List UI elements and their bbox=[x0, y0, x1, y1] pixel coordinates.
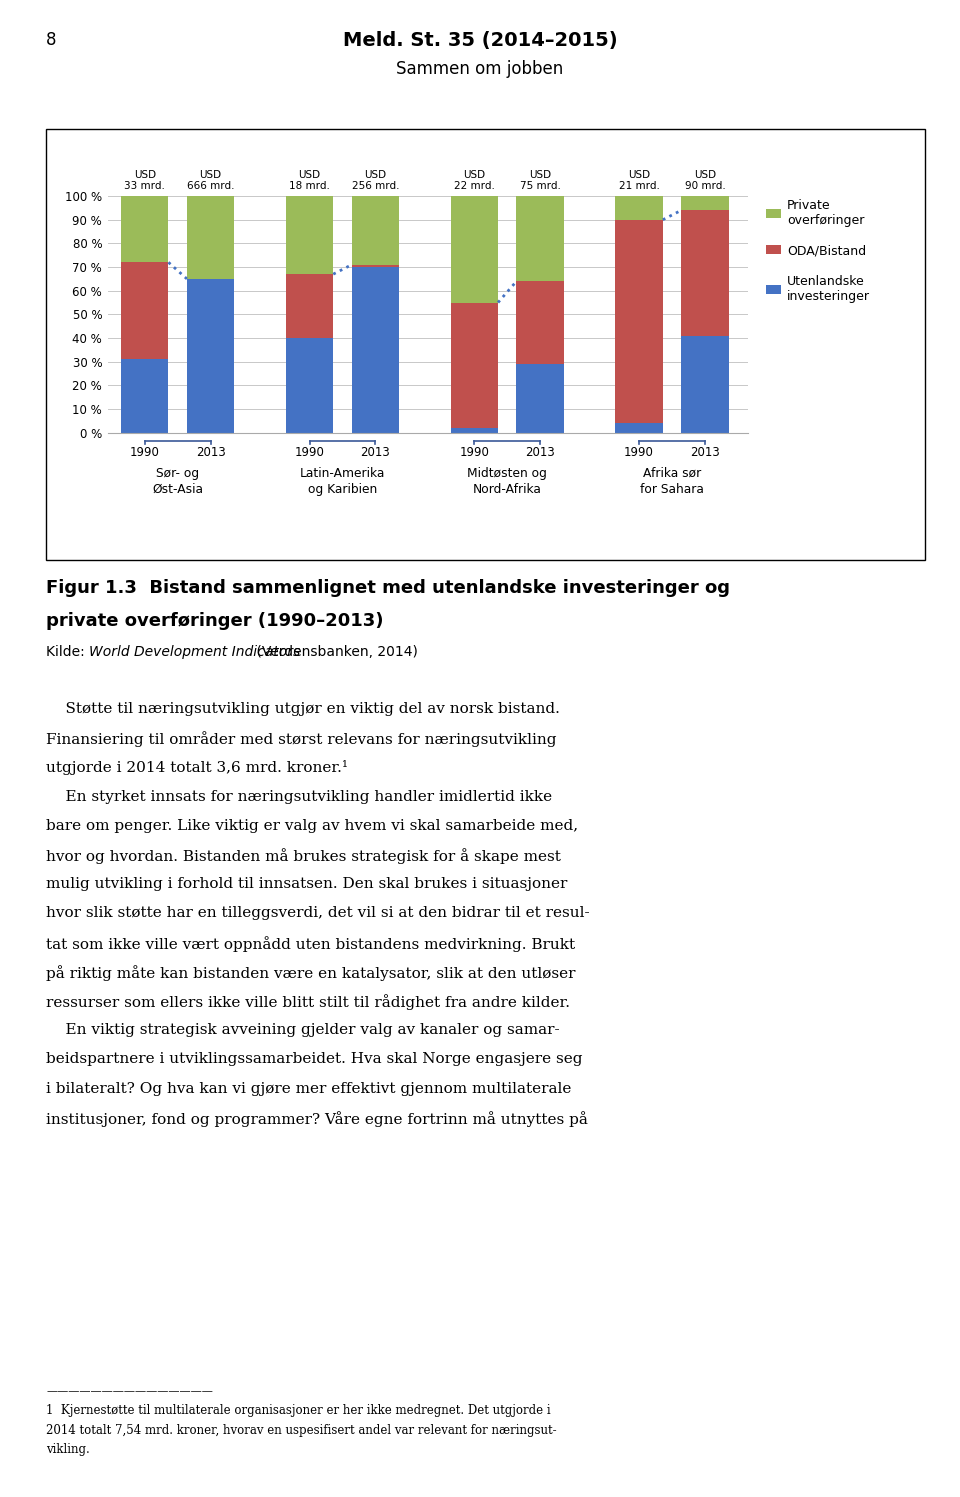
Legend: Private
overføringer, ODA/Bistand, Utenlandske
investeringer: Private overføringer, ODA/Bistand, Utenl… bbox=[760, 193, 875, 308]
Text: USD
666 mrd.: USD 666 mrd. bbox=[187, 169, 234, 192]
Text: 2013: 2013 bbox=[690, 446, 720, 458]
Text: Kilde:: Kilde: bbox=[46, 645, 89, 659]
Bar bbox=[615, 220, 662, 424]
Text: mulig utvikling i forhold til innsatsen. Den skal brukes i situasjoner: mulig utvikling i forhold til innsatsen.… bbox=[46, 877, 567, 891]
Text: 1990: 1990 bbox=[130, 446, 159, 458]
Text: USD
90 mrd.: USD 90 mrd. bbox=[684, 169, 726, 192]
Text: Figur 1.3  Bistand sammenlignet med utenlandske investeringer og: Figur 1.3 Bistand sammenlignet med utenl… bbox=[46, 579, 731, 597]
Text: Støtte til næringsutvikling utgjør en viktig del av norsk bistand.: Støtte til næringsutvikling utgjør en vi… bbox=[46, 702, 560, 716]
Bar bbox=[516, 196, 564, 281]
Text: 1990: 1990 bbox=[460, 446, 490, 458]
Text: En styrket innsats for næringsutvikling handler imidlertid ikke: En styrket innsats for næringsutvikling … bbox=[46, 790, 552, 804]
Text: USD
18 mrd.: USD 18 mrd. bbox=[289, 169, 330, 192]
Bar bbox=[286, 196, 333, 274]
Text: 8: 8 bbox=[46, 31, 57, 49]
Bar bbox=[450, 196, 498, 302]
Text: institusjoner, fond og programmer? Våre egne fortrinn må utnyttes på: institusjoner, fond og programmer? Våre … bbox=[46, 1111, 588, 1127]
Text: ressurser som ellers ikke ville blitt stilt til rådighet fra andre kilder.: ressurser som ellers ikke ville blitt st… bbox=[46, 994, 570, 1010]
Text: 2014 totalt 7,54 mrd. kroner, hvorav en uspesifisert andel var relevant for næri: 2014 totalt 7,54 mrd. kroner, hvorav en … bbox=[46, 1424, 557, 1437]
Bar bbox=[187, 278, 234, 433]
Text: USD
75 mrd.: USD 75 mrd. bbox=[519, 169, 561, 192]
Text: Sør- og
Øst-Asia: Sør- og Øst-Asia bbox=[153, 467, 204, 496]
Text: 1990: 1990 bbox=[624, 446, 654, 458]
Bar bbox=[351, 266, 399, 433]
Text: (Verdensbanken, 2014): (Verdensbanken, 2014) bbox=[252, 645, 418, 659]
Text: i bilateralt? Og hva kan vi gjøre mer effektivt gjennom multilaterale: i bilateralt? Og hva kan vi gjøre mer ef… bbox=[46, 1082, 571, 1096]
Bar bbox=[286, 338, 333, 433]
Bar bbox=[121, 359, 168, 433]
Text: tat som ikke ville vært oppnådd uten bistandens medvirkning. Brukt: tat som ikke ville vært oppnådd uten bis… bbox=[46, 936, 575, 952]
Text: ———————————————: ——————————————— bbox=[46, 1386, 213, 1397]
Text: USD
22 mrd.: USD 22 mrd. bbox=[454, 169, 494, 192]
Text: beidspartnere i utviklingssamarbeidet. Hva skal Norge engasjere seg: beidspartnere i utviklingssamarbeidet. H… bbox=[46, 1052, 583, 1066]
Bar bbox=[121, 262, 168, 359]
Text: Finansiering til områder med størst relevans for næringsutvikling: Finansiering til områder med størst rele… bbox=[46, 732, 557, 747]
Bar bbox=[121, 196, 168, 262]
Text: utgjorde i 2014 totalt 3,6 mrd. kroner.¹: utgjorde i 2014 totalt 3,6 mrd. kroner.¹ bbox=[46, 760, 348, 775]
Text: 1  Kjernestøtte til multilaterale organisasjoner er her ikke medregnet. Det utgj: 1 Kjernestøtte til multilaterale organis… bbox=[46, 1404, 551, 1418]
Text: Meld. St. 35 (2014–2015): Meld. St. 35 (2014–2015) bbox=[343, 31, 617, 51]
Text: En viktig strategisk avveining gjelder valg av kanaler og samar-: En viktig strategisk avveining gjelder v… bbox=[46, 1024, 560, 1037]
Text: World Development Indicators: World Development Indicators bbox=[89, 645, 300, 659]
Bar bbox=[615, 196, 662, 220]
Bar bbox=[615, 424, 662, 433]
Bar bbox=[682, 210, 729, 335]
Text: 2013: 2013 bbox=[361, 446, 391, 458]
Text: 2013: 2013 bbox=[196, 446, 226, 458]
Text: 1990: 1990 bbox=[295, 446, 324, 458]
Bar bbox=[351, 265, 399, 266]
Bar bbox=[286, 274, 333, 338]
Text: USD
256 mrd.: USD 256 mrd. bbox=[351, 169, 399, 192]
Bar bbox=[682, 196, 729, 210]
Text: 2013: 2013 bbox=[525, 446, 555, 458]
Text: vikling.: vikling. bbox=[46, 1443, 90, 1457]
Bar bbox=[450, 428, 498, 433]
Text: Sammen om jobben: Sammen om jobben bbox=[396, 60, 564, 78]
Bar bbox=[450, 302, 498, 428]
Text: USD
21 mrd.: USD 21 mrd. bbox=[618, 169, 660, 192]
Text: Midtøsten og
Nord-Afrika: Midtøsten og Nord-Afrika bbox=[468, 467, 547, 496]
Bar bbox=[187, 196, 234, 278]
Text: USD
33 mrd.: USD 33 mrd. bbox=[124, 169, 165, 192]
Bar bbox=[516, 281, 564, 364]
Bar bbox=[351, 196, 399, 265]
Text: på riktig måte kan bistanden være en katalysator, slik at den utløser: på riktig måte kan bistanden være en kat… bbox=[46, 966, 576, 981]
Bar bbox=[516, 364, 564, 433]
Text: bare om penger. Like viktig er valg av hvem vi skal samarbeide med,: bare om penger. Like viktig er valg av h… bbox=[46, 819, 578, 832]
Text: Afrika sør
for Sahara: Afrika sør for Sahara bbox=[640, 467, 704, 496]
Text: Latin-Amerika
og Karibien: Latin-Amerika og Karibien bbox=[300, 467, 385, 496]
Bar bbox=[682, 335, 729, 433]
Text: private overføringer (1990–2013): private overføringer (1990–2013) bbox=[46, 612, 384, 630]
Text: hvor og hvordan. Bistanden må brukes strategisk for å skape mest: hvor og hvordan. Bistanden må brukes str… bbox=[46, 847, 561, 864]
Text: hvor slik støtte har en tilleggsverdi, det vil si at den bidrar til et resul-: hvor slik støtte har en tilleggsverdi, d… bbox=[46, 907, 589, 921]
